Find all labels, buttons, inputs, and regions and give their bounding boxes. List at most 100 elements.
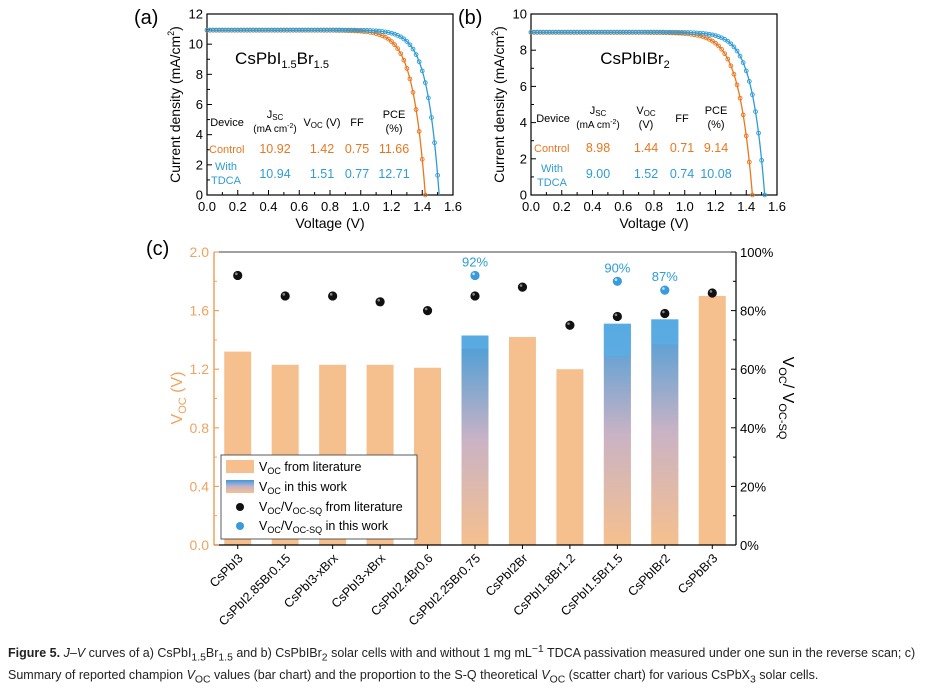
a-point-1 — [256, 27, 262, 33]
b-x-tick-label: 0.6 — [614, 199, 632, 214]
row-b-tdca-label-1: With — [541, 163, 563, 175]
a-point-1 — [410, 46, 416, 52]
b-point-1 — [750, 92, 755, 98]
b-point-1 — [725, 38, 731, 44]
a-point-1 — [373, 28, 379, 34]
b-y-tick-label: 10 — [513, 7, 527, 22]
c-y-tick-label: 1.6 — [190, 303, 210, 319]
a-point-1 — [327, 27, 333, 33]
b-point-1 — [660, 29, 666, 35]
b-y-tick-label: 4 — [520, 115, 527, 130]
a-point-1 — [296, 27, 302, 33]
b-point-1 — [614, 29, 620, 35]
a-point-1 — [352, 27, 357, 33]
b-point-1 — [593, 29, 598, 35]
scatter-annotation: 87% — [652, 269, 678, 284]
scatter-annotation: 90% — [604, 260, 630, 275]
b-point-1 — [756, 130, 761, 136]
a-point-1 — [321, 27, 327, 33]
a-point-1 — [250, 27, 256, 33]
a-point-1 — [287, 27, 293, 33]
a-point-1 — [278, 27, 284, 33]
panel-c-bar-chart: (c) 0.0 0.4 0.8 1.2 1.6 2.0 0% 20% 40% 60% 80% 100%… — [146, 238, 796, 628]
b-point-1 — [568, 29, 574, 35]
b-point-1 — [740, 60, 746, 65]
c-y2-tick-label: 0% — [740, 538, 759, 553]
a-y-axis-label-end: ) — [167, 26, 183, 31]
a-x-tick-label: 1.0 — [352, 199, 370, 214]
bar-literature — [698, 295, 726, 545]
scatter-literature — [707, 288, 717, 298]
c-y2-tick-label: 40% — [740, 421, 766, 436]
b-point-1 — [685, 30, 691, 35]
b-point-1 — [700, 31, 706, 36]
bar-this-work-top — [461, 335, 489, 349]
c-y2-tick-label: 60% — [740, 362, 766, 377]
b-point-1 — [556, 29, 562, 35]
a-x-tick-label: 0.4 — [259, 199, 277, 214]
a-y-tick-label: 2 — [196, 157, 203, 172]
scatter-literature — [280, 291, 290, 301]
scatter-literature — [517, 282, 528, 292]
b-point-1 — [531, 29, 537, 35]
a-point-1 — [299, 27, 305, 33]
b-point-1 — [648, 29, 654, 35]
b-point-1 — [703, 31, 709, 37]
c-y2-tick-label: 80% — [740, 304, 766, 319]
b-point-1 — [540, 29, 546, 35]
table-header-voc: VOC (V) — [303, 117, 340, 130]
a-x-tick-label: 1.2 — [382, 199, 400, 214]
a-point-1 — [416, 59, 422, 65]
row-b-tdca-jsc: 9.00 — [586, 167, 610, 181]
b-y-tick-label: 2 — [520, 151, 527, 166]
scatter-literature — [422, 306, 433, 316]
a-y-tick-label: 6 — [196, 97, 203, 112]
row-control-ff: 0.75 — [345, 142, 369, 156]
bar-this-work-top — [651, 319, 679, 345]
scatter-this-work — [470, 270, 480, 281]
scatter-literature-highlight — [282, 293, 286, 296]
b-point-1 — [574, 29, 580, 35]
a-y-axis-label-main: Current density (mA/cm — [167, 36, 183, 183]
scatter-literature-highlight — [472, 293, 475, 296]
a-point-1 — [376, 28, 382, 34]
b-point-1 — [602, 29, 608, 35]
bar-literature — [556, 369, 584, 545]
scatter-this-work-highlight — [662, 287, 665, 290]
a-point-1 — [432, 140, 437, 146]
row-control-label: Control — [209, 144, 244, 156]
scatter-literature-highlight — [329, 293, 333, 296]
row-tdca-jsc: 10.94 — [259, 167, 290, 181]
b-point-1 — [611, 29, 617, 35]
b-point-1 — [657, 29, 663, 35]
legend-label-ratio-literature: VOC/VOC-SQ from literature — [259, 500, 403, 516]
b-x-tick-label: 1.6 — [768, 199, 786, 214]
b-point-1 — [627, 29, 632, 35]
b-point-1 — [682, 30, 688, 35]
b-point-1 — [663, 29, 669, 35]
b-point-1 — [565, 29, 571, 35]
legend-label-voc-literature: VOC from literature — [259, 460, 361, 476]
a-x-tick-label: 0.6 — [290, 199, 308, 214]
a-point-0 — [410, 90, 416, 95]
a-point-0 — [392, 42, 397, 48]
a-point-1 — [216, 27, 222, 33]
b-point-1 — [534, 29, 540, 35]
b-point-1 — [667, 29, 672, 35]
a-x-tick-label: 0.0 — [198, 199, 216, 214]
panel-b-table: Device JSC (mA cm-2) VOC (V) FF PCE (%) … — [534, 105, 732, 189]
legend-dot-this-work — [236, 522, 244, 530]
a-point-1 — [404, 39, 410, 44]
b-point-1 — [746, 78, 752, 84]
row-tdca-voc: 1.51 — [310, 167, 334, 181]
c-y2-tick-label: 20% — [740, 479, 766, 494]
b-point-0 — [719, 47, 724, 52]
a-point-1 — [358, 27, 364, 33]
table-b-header-pce-unit: (%) — [707, 119, 724, 131]
row-b-tdca-label-2: TDCA — [537, 177, 568, 189]
a-point-0 — [395, 46, 400, 51]
a-point-0 — [413, 107, 419, 112]
a-point-1 — [413, 52, 419, 57]
a-point-1 — [318, 27, 324, 33]
table-b-header-jsc: JSC — [590, 105, 607, 118]
